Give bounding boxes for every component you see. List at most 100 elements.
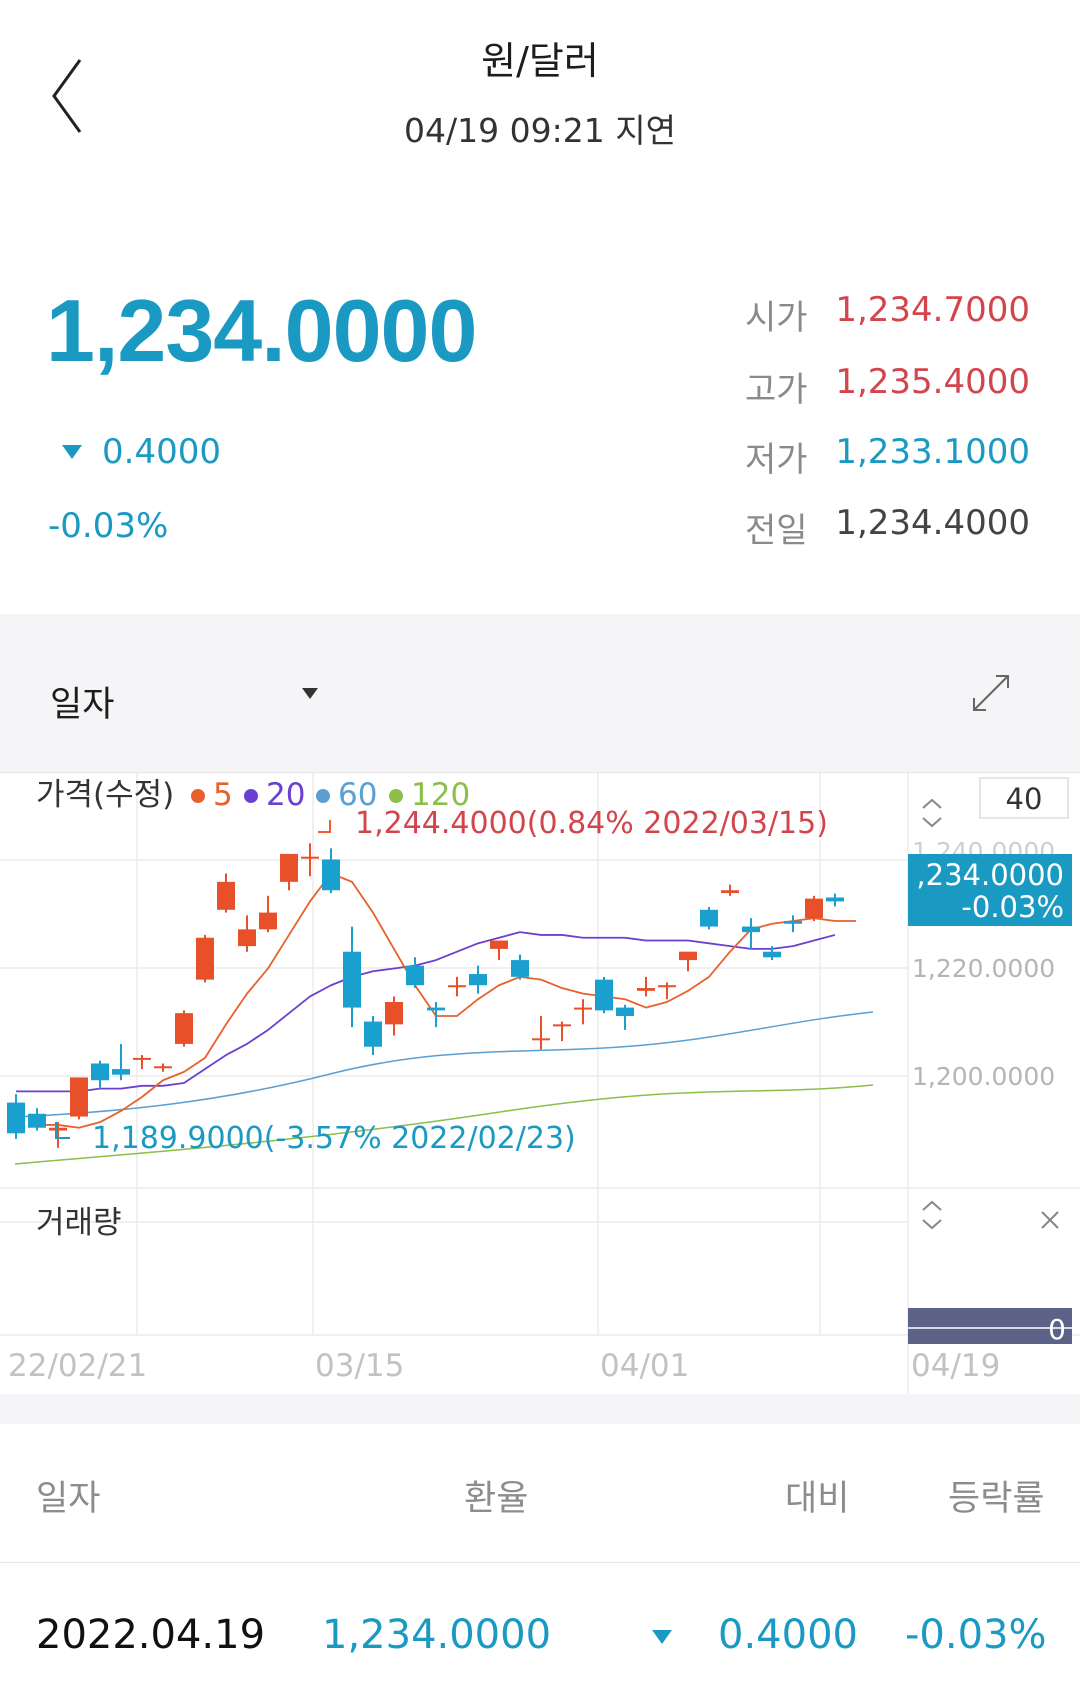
candle — [637, 976, 655, 997]
candle — [595, 976, 613, 1014]
candle — [217, 873, 235, 913]
section-divider — [0, 1394, 1080, 1424]
chart-legend-title: 가격(수정) — [36, 777, 174, 813]
column-header-percent: 등락률 — [948, 1479, 1045, 1519]
candle — [679, 951, 697, 972]
chevron-down-icon — [922, 1219, 942, 1230]
candle — [511, 954, 529, 980]
candle-body — [574, 1007, 592, 1010]
ma5-legend-dot — [191, 789, 205, 803]
candle — [322, 848, 340, 894]
candle-body — [154, 1066, 172, 1069]
candle — [721, 884, 739, 896]
candle-body — [490, 940, 508, 949]
ma20-path — [16, 931, 836, 1093]
expand-chart-button[interactable] — [966, 668, 1016, 718]
candle-body — [532, 1038, 550, 1041]
ma120-legend-label: 120 — [411, 777, 470, 813]
price-change-value: 0.4000 — [102, 432, 221, 472]
candle-body — [28, 1113, 46, 1128]
candle — [175, 1010, 193, 1047]
candle-body — [784, 920, 802, 924]
column-header-rate: 환율 — [464, 1479, 529, 1519]
ma20-legend-label: 20 — [266, 777, 305, 813]
candle — [553, 1021, 571, 1042]
stat-high-value: 1,235.4000 — [835, 362, 1030, 402]
candle — [280, 853, 298, 891]
candle-body — [658, 985, 676, 988]
candle-body — [742, 926, 760, 933]
row-date: 2022.04.19 — [36, 1612, 266, 1658]
y-tick-label: 1,220.0000 — [912, 954, 1055, 983]
candle-body — [301, 856, 319, 859]
ma20-legend-dot — [244, 789, 258, 803]
column-header-change: 대비 — [785, 1479, 850, 1519]
back-button[interactable] — [40, 52, 100, 142]
chart-grid — [0, 772, 1080, 1394]
candle — [28, 1108, 46, 1131]
volume-scale-toggle[interactable] — [922, 1200, 942, 1230]
candle — [532, 1015, 550, 1050]
candle — [259, 895, 277, 933]
candle-body — [469, 974, 487, 986]
price-chart[interactable]: 가격(수정) 5 20 60 120 40 1,240.0000 1,220.0… — [0, 772, 1080, 1394]
candle-body — [385, 1002, 403, 1025]
x-tick-label: 03/15 — [315, 1348, 404, 1384]
period-select[interactable]: 일자 — [50, 685, 115, 725]
x-tick-label: 22/02/21 — [8, 1348, 147, 1384]
chevron-down-icon[interactable] — [302, 688, 318, 699]
price-change-percent: -0.03% — [48, 506, 169, 546]
stat-prev-close-value: 1,234.4000 — [835, 503, 1030, 543]
ma5-path — [37, 872, 856, 1129]
candle — [112, 1043, 130, 1081]
candle-body — [805, 898, 823, 919]
candle — [301, 843, 319, 877]
price-scale-toggle[interactable] — [922, 798, 942, 828]
candle — [658, 982, 676, 1000]
high-annotation: 1,244.4000(0.84% 2022/03/15) — [355, 806, 828, 841]
candle-body — [133, 1057, 151, 1060]
x-tick-label: 04/19 — [911, 1348, 1000, 1384]
candle — [343, 926, 361, 1028]
stat-high-label: 고가 — [745, 370, 808, 410]
down-arrow-icon — [652, 1630, 672, 1644]
column-header-date: 일자 — [36, 1479, 101, 1519]
current-price-tag-percent: -0.03% — [961, 890, 1064, 924]
zoom-count: 40 — [1006, 782, 1043, 816]
candle-body — [595, 979, 613, 1011]
candle-body — [259, 912, 277, 930]
candle-body — [616, 1007, 634, 1016]
candle — [427, 1002, 445, 1028]
candle-body — [49, 1127, 67, 1131]
row-rate: 1,234.0000 — [322, 1612, 552, 1658]
price-change: 0.4000 — [62, 432, 221, 472]
candle-body — [637, 988, 655, 991]
candle-body — [91, 1063, 109, 1081]
candle-body — [112, 1069, 130, 1075]
candle — [763, 946, 781, 961]
candle — [805, 895, 823, 921]
zoom-count-box[interactable] — [979, 777, 1069, 819]
candle-body — [217, 881, 235, 910]
expand-icon — [973, 675, 1009, 711]
volume-value-tag — [908, 1308, 1072, 1344]
close-volume-pane-button[interactable] — [1041, 1211, 1059, 1229]
candle-body — [280, 853, 298, 882]
candle-body — [679, 951, 697, 961]
candle-body — [7, 1102, 25, 1134]
stat-prev-close-label: 전일 — [745, 511, 808, 551]
candle-body — [553, 1024, 571, 1027]
candle-body — [343, 951, 361, 1008]
candle-body — [175, 1013, 193, 1044]
candle — [490, 940, 508, 961]
candle-body — [238, 929, 256, 947]
ma5-line — [37, 872, 856, 1129]
stat-low-value: 1,233.1000 — [835, 432, 1030, 472]
chevron-up-icon — [922, 1200, 942, 1211]
candle — [364, 1015, 382, 1056]
candle-body — [364, 1021, 382, 1047]
candlestick-series — [7, 843, 844, 1148]
table-divider — [0, 1562, 1080, 1563]
candle — [133, 1055, 151, 1070]
candle-body — [721, 890, 739, 894]
